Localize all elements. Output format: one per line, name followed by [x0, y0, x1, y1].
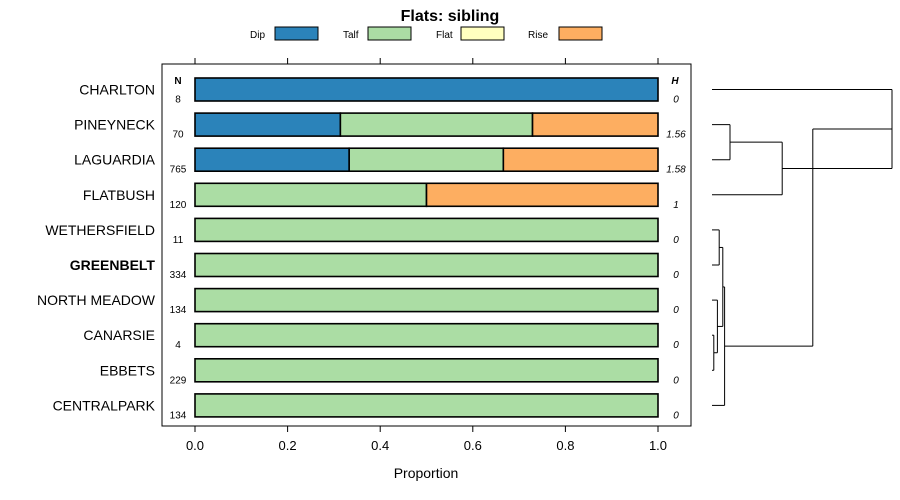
bar-segment-dip [194, 112, 342, 137]
n-value: 134 [170, 410, 187, 421]
bar-segment-rise [502, 147, 659, 172]
plot-frame [161, 63, 692, 427]
x-tick-label: 0.8 [556, 438, 574, 453]
bar-segment-talf [194, 357, 659, 383]
n-value: 11 [173, 235, 184, 246]
category-label: FLATBUSH [83, 187, 155, 203]
h-value: 0 [673, 340, 679, 351]
legend-label-rise: Rise [528, 30, 548, 41]
chart-title: Flats: sibling [401, 8, 500, 25]
bar-rows: CHARLTON 8 0 PINEYNECK 70 1.56 LAGUARDIA 765 1.5… [37, 77, 686, 421]
row-flatbush: FLATBUSH 120 1 [83, 182, 679, 211]
category-label: CANARSIE [83, 327, 155, 343]
legend-label-talf: Talf [343, 30, 359, 41]
n-value: 765 [170, 165, 187, 176]
row-centralpark: CENTRALPARK 134 0 [53, 393, 679, 421]
x-tick-label: 0.0 [186, 438, 204, 453]
x-tick-label: 0.2 [279, 438, 297, 453]
x-axis: 0.0 0.2 0.4 0.6 0.8 1.0 [186, 426, 667, 453]
bar-segment-rise [531, 112, 659, 137]
legend-swatch-flat [460, 26, 505, 41]
category-label: CHARLTON [79, 82, 155, 98]
bar-segment-talf [348, 147, 505, 172]
category-label: PINEYNECK [74, 117, 156, 133]
h-value: 0 [673, 235, 679, 246]
row-greenbelt: GREENBELT 334 0 [70, 252, 679, 281]
category-label: LAGUARDIA [74, 152, 156, 168]
bar-segment-talf [194, 252, 659, 278]
x-tick-label: 0.4 [371, 438, 389, 453]
h-value: 1 [673, 200, 679, 211]
n-value: 134 [170, 305, 187, 316]
legend-swatch-rise [558, 26, 603, 41]
legend-swatch-dip [274, 26, 319, 41]
category-label: NORTH MEADOW [37, 292, 156, 308]
legend-swatch-talf [367, 26, 412, 41]
bar-segment-rise [425, 182, 659, 208]
category-label: EBBETS [100, 362, 155, 378]
row-pineyneck: PINEYNECK 70 1.56 [74, 112, 686, 141]
row-canarsie: CANARSIE 4 0 [83, 322, 679, 351]
h-column-header: H [671, 76, 679, 87]
n-column-header: N [174, 76, 181, 87]
n-value: 334 [170, 270, 187, 281]
dendrogram [712, 89, 893, 406]
bar-segment-talf [194, 287, 659, 313]
n-value: 70 [172, 130, 184, 141]
h-value: 0 [673, 375, 679, 386]
n-value: 4 [175, 340, 181, 351]
x-tick-label: 0.6 [464, 438, 482, 453]
h-value: 1.58 [666, 165, 686, 176]
bar-segment-dip [194, 147, 350, 172]
x-tick-label: 1.0 [649, 438, 667, 453]
x-axis-label: Proportion [394, 465, 459, 481]
h-value: 0 [673, 410, 679, 421]
category-label: WETHERSFIELD [45, 222, 155, 238]
top-axis-ticks [194, 58, 659, 64]
n-value: 229 [170, 375, 187, 386]
legend-label-dip: Dip [250, 30, 265, 41]
h-value: 1.56 [666, 130, 686, 141]
h-value: 0 [673, 95, 679, 106]
bar-segment-talf [339, 112, 534, 137]
row-wethersfield: WETHERSFIELD 11 0 [45, 217, 679, 246]
row-north-meadow: NORTH MEADOW 134 0 [37, 287, 679, 316]
bar-segment-talf [194, 182, 428, 208]
bar-segment-talf [194, 393, 659, 418]
row-charlton: CHARLTON 8 0 [79, 77, 679, 106]
bar-segment-dip [194, 77, 659, 102]
bar-segment-talf [194, 322, 659, 348]
category-label: GREENBELT [70, 257, 156, 273]
h-value: 0 [673, 270, 679, 281]
legend: Dip Talf Flat Rise [250, 26, 603, 41]
row-ebbets: EBBETS 229 0 [100, 357, 679, 386]
legend-label-flat: Flat [436, 30, 453, 41]
category-label: CENTRALPARK [53, 397, 156, 413]
h-value: 0 [673, 305, 679, 316]
row-laguardia: LAGUARDIA 765 1.58 [74, 147, 686, 176]
n-value: 120 [170, 200, 187, 211]
n-value: 8 [175, 95, 181, 106]
bar-segment-talf [194, 217, 659, 243]
